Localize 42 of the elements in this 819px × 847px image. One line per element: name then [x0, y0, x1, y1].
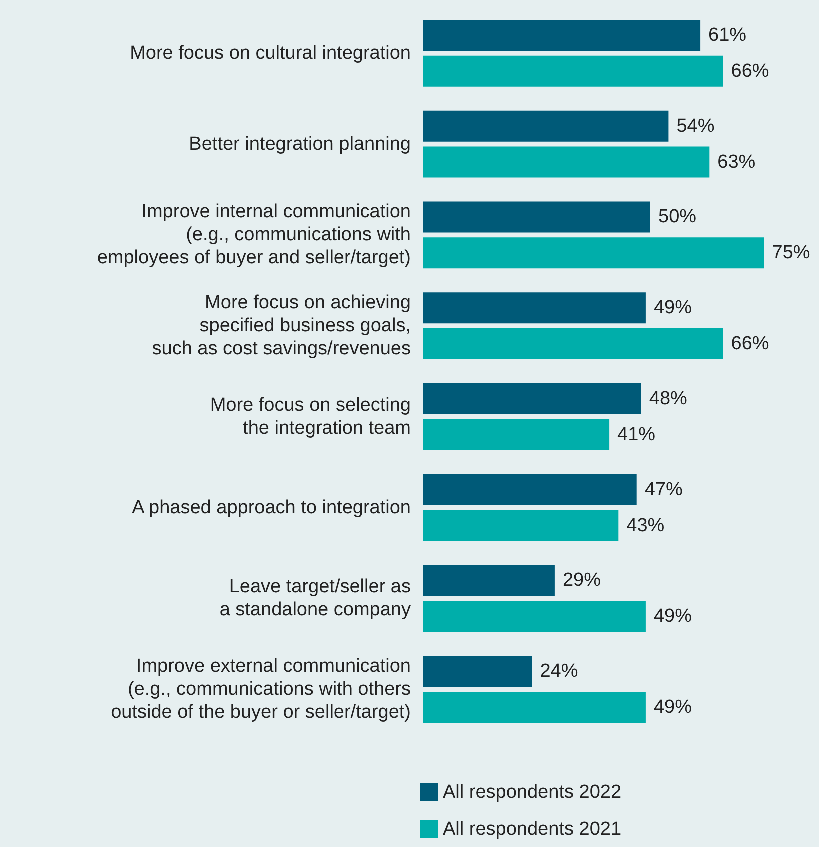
data-label: 66%	[731, 334, 770, 355]
data-label: 29%	[562, 570, 602, 592]
data-label: 41%	[618, 424, 656, 446]
bar	[423, 510, 619, 542]
y-tick-label: More focus on selecting the integration team	[210, 394, 411, 439]
y-tick-label: Better integration planning	[189, 134, 411, 155]
data-label: 49%	[654, 298, 692, 319]
bar	[423, 692, 646, 724]
bar	[423, 474, 637, 506]
bar	[423, 20, 701, 51]
data-label: 75%	[772, 242, 810, 264]
bar	[423, 202, 650, 233]
bar	[423, 146, 710, 178]
data-label: 61%	[708, 24, 747, 46]
data-label: 49%	[654, 606, 692, 628]
y-tick-label: Improve internal communication (e.g., communications with employees of buyer and seller/target)	[97, 202, 411, 269]
data-label: 47%	[644, 479, 683, 500]
data-label: 49%	[654, 697, 692, 718]
data-label: 43%	[626, 515, 665, 536]
bar	[423, 110, 669, 142]
bar	[423, 238, 764, 269]
y-tick-label: Leave target/seller as a standalone company	[220, 576, 412, 621]
data-label: 54%	[676, 116, 715, 137]
y-tick-label: More focus on achieving specified business goals, such as cost savings/revenues	[152, 292, 411, 360]
y-tick-label: A phased approach to integration	[132, 497, 411, 518]
bar	[423, 419, 610, 450]
y-tick-label: Improve external communication (e.g., communications with others outside of the buyer or seller/target)	[111, 656, 411, 724]
bar	[423, 656, 532, 688]
legend-label: All respondents 2022	[443, 782, 622, 803]
data-label: 48%	[649, 388, 688, 410]
bar	[423, 328, 724, 360]
bar	[423, 292, 646, 324]
data-label: 24%	[540, 661, 578, 682]
y-tick-label: More focus on cultural integration	[130, 42, 411, 64]
legend-label: All respondents 2021	[443, 819, 622, 840]
bar	[423, 601, 646, 632]
bar	[423, 383, 642, 414]
bar	[423, 56, 724, 87]
data-label: 63%	[718, 152, 756, 173]
data-label: 66%	[731, 60, 770, 82]
bar	[423, 565, 555, 596]
data-label: 50%	[658, 206, 697, 228]
